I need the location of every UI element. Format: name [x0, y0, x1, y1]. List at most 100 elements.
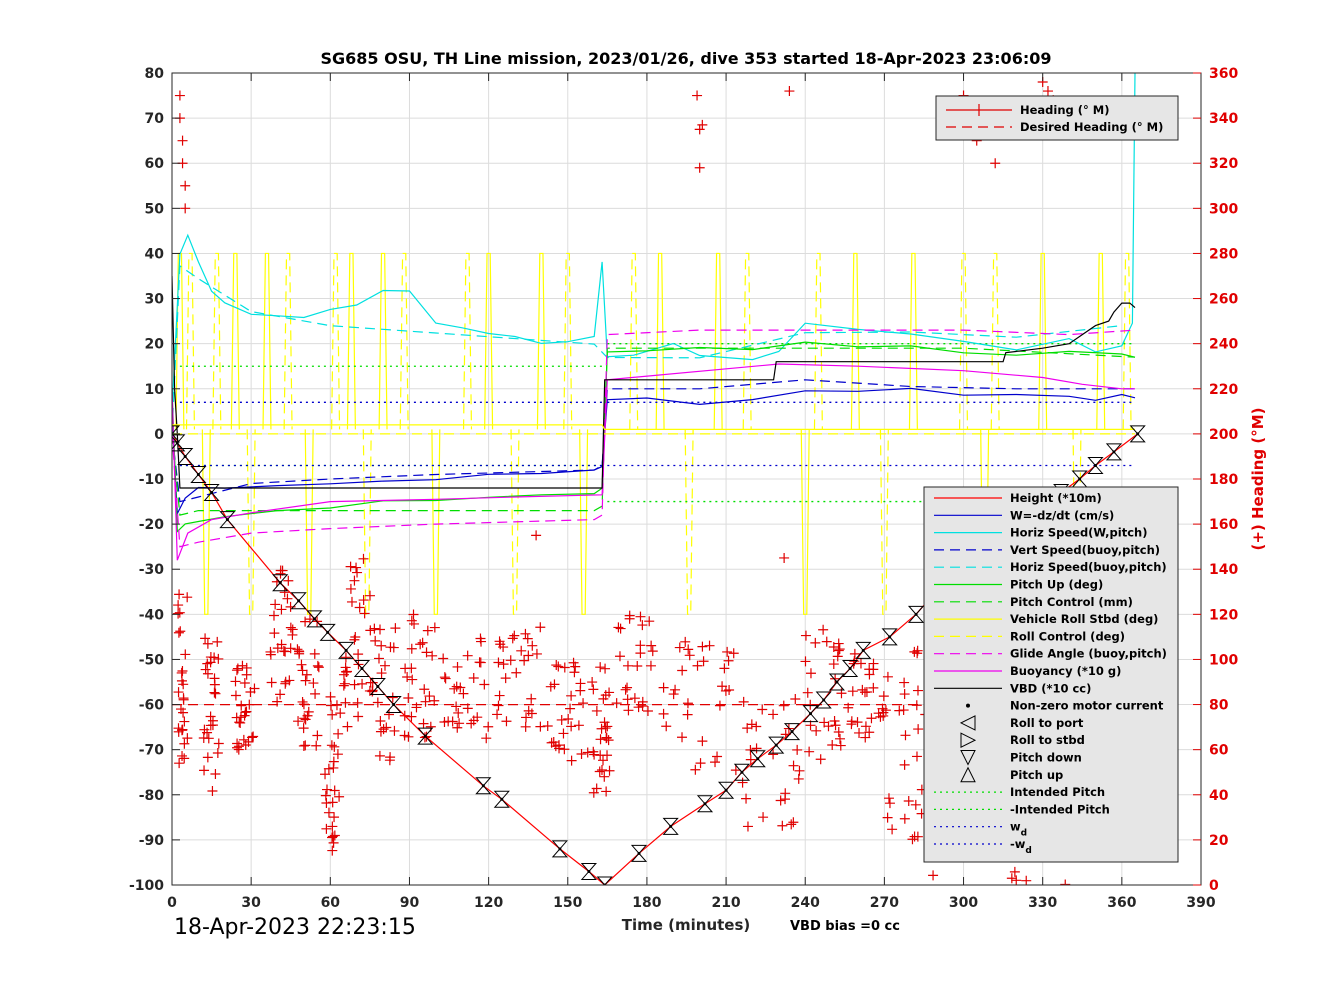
heading-point-4-20 [297, 696, 308, 707]
heading-point-2-22 [239, 710, 250, 721]
pitch-marker-0 [172, 425, 181, 443]
heading-point-1-7 [210, 768, 221, 779]
heading-point-6-20 [345, 583, 356, 594]
heading-point-12-21 [595, 750, 606, 761]
y2-axis-ticks: 0 20 40 60 80 100 120 140 160 180 200 220 240 260 280 3… [1193, 66, 1238, 894]
heading-point-8-14 [400, 663, 411, 674]
x-tick-label-90: 90 [400, 895, 420, 911]
heading-point-8-20 [415, 639, 426, 650]
heading-point-13-25 [637, 701, 648, 712]
heading-outlier-5 [180, 203, 191, 214]
y2-tick-label-240: 240 [1209, 337, 1238, 353]
heading-point-12-16 [600, 663, 611, 674]
y2-tick-label-220: 220 [1209, 382, 1238, 398]
heading-point-10-20 [511, 667, 522, 678]
roll-spike-8 [304, 429, 314, 615]
heading-point-6-27 [349, 575, 360, 586]
heading-point-14-10 [697, 736, 708, 747]
heading-point-13-26 [644, 616, 655, 627]
heading-point-6-18 [341, 666, 352, 677]
motor-dot-44 [1136, 432, 1140, 436]
heading-point-2-14 [239, 678, 250, 689]
heading-point-12-20 [601, 786, 612, 797]
heading-point-14-13 [677, 665, 688, 676]
heading-point-4-3 [292, 644, 303, 655]
heading-point-17-2 [860, 721, 871, 732]
y2-tick-label-280: 280 [1209, 246, 1238, 262]
heading-point-0-25 [180, 649, 191, 660]
heading-point-6-19 [340, 652, 351, 663]
roll-spike-3 [212, 252, 222, 430]
heading-point-5-4 [329, 785, 340, 796]
roll-spike-16 [484, 252, 494, 430]
heading-point-17-27 [859, 687, 870, 698]
heading-point-7-11 [365, 625, 376, 636]
roll-spike-36 [1096, 252, 1106, 430]
heading-point-1-21 [207, 715, 218, 726]
y-tick-label-70: 70 [145, 111, 165, 127]
heading-point-7-27 [381, 722, 392, 733]
roll-spike-5 [246, 429, 256, 615]
heading-point-15-27 [758, 812, 769, 823]
motor-dot-27 [790, 730, 794, 734]
heading-point-14-8 [723, 655, 734, 666]
pitch-marker-32 [855, 641, 872, 659]
pitch-marker-28 [802, 705, 819, 723]
heading-point-0-21 [173, 600, 184, 611]
y-tick-label--80: -80 [139, 788, 165, 804]
heading-point-18-18 [913, 724, 924, 735]
heading-point-7-1 [375, 726, 386, 737]
heading-point-9-26 [466, 718, 477, 729]
y-axis-ticks: -100-90-80-70-60-50-40-30-20-10010203040… [129, 66, 180, 894]
heading-point-9-12 [458, 688, 469, 699]
legend-sample-12 [966, 703, 970, 708]
heading-point-10-25 [498, 659, 509, 670]
y2-tick-label-40: 40 [1209, 788, 1229, 804]
heading-point-2-9 [233, 744, 244, 755]
heading-point-12-22 [604, 687, 615, 698]
y-tick-label--40: -40 [139, 607, 165, 623]
heading-point-1-26 [209, 652, 220, 663]
heading-point-4-13 [296, 659, 307, 670]
heading-point-2-20 [234, 717, 245, 728]
heading-point-15-9 [751, 743, 762, 754]
heading-point-4-22 [312, 660, 323, 671]
heading-point-13-4 [642, 706, 653, 717]
heading-point-5-22 [320, 769, 331, 780]
heading-point-11-24 [542, 721, 553, 732]
legend-heading-label-1: Desired Heading (° M) [1020, 120, 1163, 134]
legend-label-5: Pitch Up (deg) [1010, 578, 1103, 592]
legend-sample-14 [960, 732, 977, 749]
heading-point-9-5 [462, 650, 473, 661]
x-tick-label-240: 240 [791, 895, 820, 911]
roll-spike-25 [742, 252, 752, 430]
roll-spike-21 [629, 252, 639, 430]
heading-point-11-26 [578, 698, 589, 709]
heading-point-12-27 [600, 723, 611, 734]
heading-point-15-25 [768, 749, 779, 760]
heading-point-18-27 [880, 705, 891, 716]
heading-point-16-4 [805, 668, 816, 679]
heading-point-8-19 [403, 693, 414, 704]
heading-point-3-13 [275, 565, 286, 576]
heading-point-12-25 [596, 723, 607, 734]
roll-spike-15 [462, 252, 473, 430]
motor-dot-1 [175, 441, 179, 445]
heading-point-9-20 [439, 716, 450, 727]
roll-spike-18 [536, 252, 546, 430]
x-tick-label-120: 120 [474, 895, 503, 911]
heading-outlier-8 [697, 119, 708, 130]
heading-point-15-13 [738, 696, 749, 707]
heading-point-5-5 [321, 823, 332, 834]
heading-point-4-15 [300, 616, 311, 627]
heading-point-16-8 [811, 725, 822, 736]
heading-point-10-16 [493, 700, 504, 711]
heading-point-6-13 [350, 632, 361, 643]
heading-point-3-1 [285, 643, 296, 654]
y2-axis-label: (+) Heading (°M) [1249, 407, 1267, 550]
heading-point-5-27 [335, 708, 346, 719]
legend-label-2: Horiz Speed(W,pitch) [1010, 526, 1147, 540]
heading-point-12-4 [602, 721, 613, 732]
heading-point-17-14 [846, 716, 857, 727]
heading-point-18-3 [883, 793, 894, 804]
